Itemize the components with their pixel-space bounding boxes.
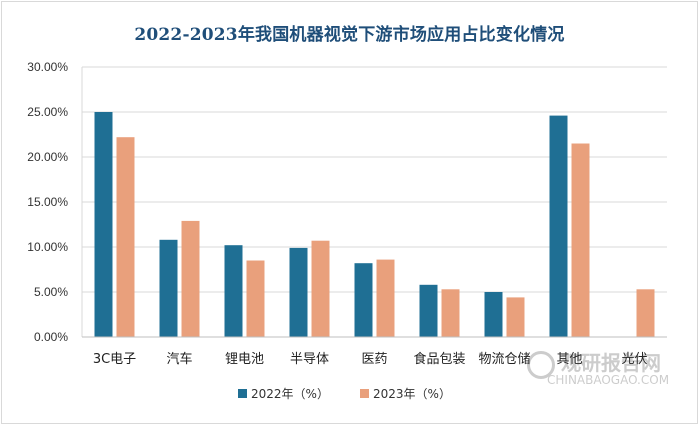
- bar: [419, 284, 438, 337]
- x-axis: 3C电子 汽车 锂电池 半导体 医药 食品包装 物流仓储 其他 光伏: [82, 336, 667, 367]
- x-tick-label: 光伏: [621, 352, 647, 367]
- x-tick-label: 半导体: [290, 352, 329, 367]
- bar: [94, 112, 113, 337]
- bar: [484, 292, 503, 337]
- y-tick-label: 20.00%: [27, 150, 68, 164]
- bar: [246, 260, 265, 337]
- bar: [159, 239, 178, 337]
- x-tick-label: 汽车: [166, 351, 192, 367]
- bar: [289, 247, 308, 337]
- bar: [549, 115, 568, 337]
- x-tick-label: 其他: [556, 352, 582, 367]
- y-tick-label: 5.00%: [34, 285, 68, 299]
- bar: [376, 259, 395, 337]
- y-tick-label: 30.00%: [27, 60, 68, 74]
- chart-title: 2022-2023年我国机器视觉下游市场应用占比变化情况: [134, 25, 565, 45]
- bars: [94, 112, 655, 337]
- y-tick-label: 0.00%: [34, 330, 68, 344]
- y-axis: 0.00% 5.00% 10.00% 15.00% 20.00% 25.00% 30.00%: [27, 60, 68, 344]
- legend-label: 2023年（%）: [373, 387, 451, 401]
- bar: [181, 220, 200, 337]
- y-tick-label: 25.00%: [27, 105, 68, 119]
- legend-label: 2022年（%）: [251, 387, 329, 401]
- bar: [441, 289, 460, 337]
- bar: [311, 240, 330, 337]
- y-tick-label: 10.00%: [27, 240, 68, 254]
- bar: [506, 297, 525, 337]
- legend-swatch: [238, 389, 247, 398]
- bar: [571, 143, 590, 337]
- bar: [354, 263, 373, 337]
- bar: [116, 137, 135, 337]
- x-tick-label: 医药: [361, 352, 387, 367]
- bar: [224, 245, 243, 337]
- x-tick-label: 物流仓储: [478, 352, 530, 367]
- bar: [636, 289, 655, 337]
- y-tick-label: 15.00%: [27, 195, 68, 209]
- x-tick-label: 3C电子: [93, 352, 136, 367]
- legend-swatch: [360, 389, 369, 398]
- x-tick-label: 锂电池: [225, 352, 264, 367]
- legend: 2022年（%） 2023年（%）: [238, 387, 451, 401]
- x-tick-label: 食品包装: [413, 351, 465, 367]
